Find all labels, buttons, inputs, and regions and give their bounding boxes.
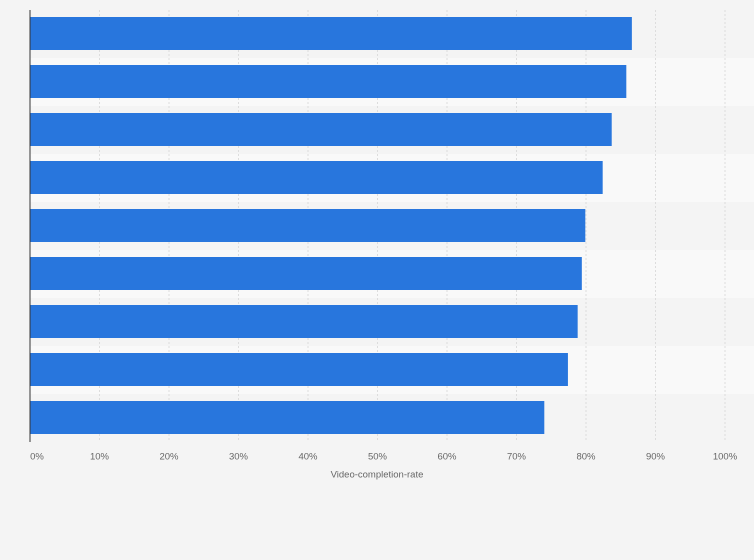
x-axis-title: Video-completion-rate [331,470,424,481]
x-tick-label: 0% [30,452,44,463]
bar [30,17,632,50]
x-tick-label: 40% [298,452,318,463]
bar [30,305,578,338]
bar [30,353,568,386]
bar [30,161,603,194]
x-tick-label: 100% [713,452,738,463]
bar [30,65,627,98]
bar [30,113,612,146]
x-tick-label: 30% [229,452,249,463]
x-tick-label: 90% [646,452,666,463]
x-tick-label: 80% [576,452,596,463]
x-tick-label: 50% [368,452,388,463]
bar [30,401,545,434]
x-tick-label: 60% [437,452,457,463]
x-tick-label: 70% [507,452,527,463]
x-tick-label: 10% [90,452,110,463]
bar [30,257,582,290]
x-tick-label: 20% [159,452,179,463]
bar [30,209,586,242]
